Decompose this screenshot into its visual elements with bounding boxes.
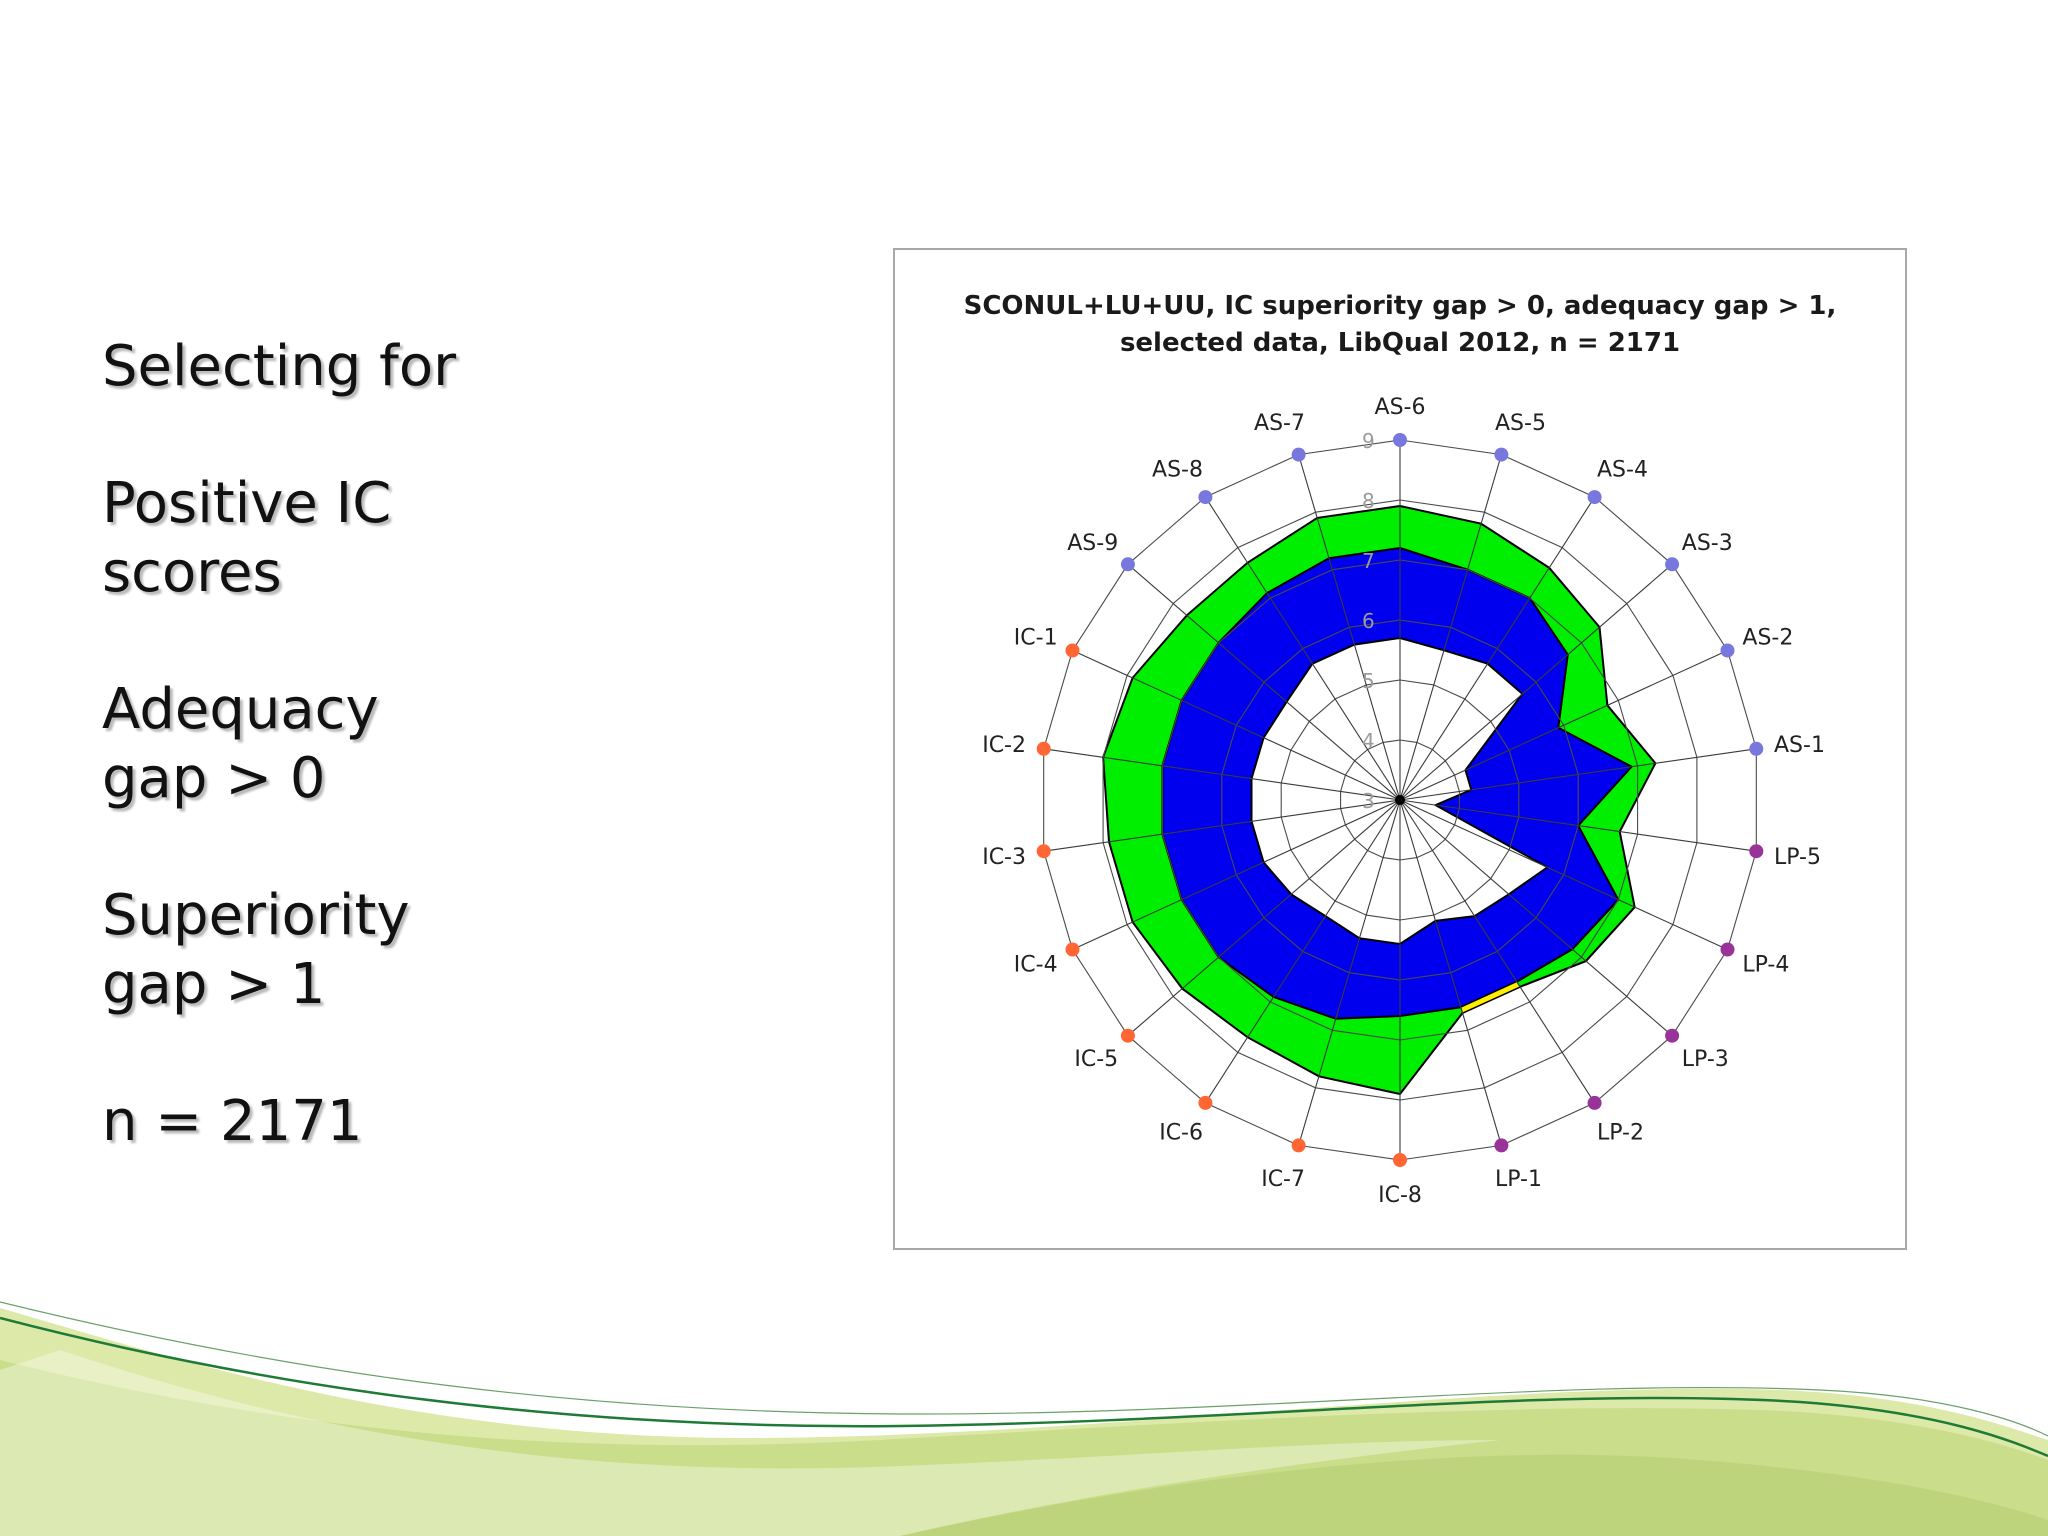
radar-chart: 3 4 5 6 7 8 9AS-6 AS-5 AS-4 AS-3 AS-2 AS-1 LP-5 LP-4 L… — [982, 395, 1825, 1208]
spoke-line — [1399, 454, 1502, 801]
spoke-line — [1298, 799, 1401, 1146]
category-label: AS-1 — [1774, 733, 1825, 758]
text-sample-size: n = 2171 — [102, 1089, 363, 1154]
category-label: AS-8 — [1152, 458, 1203, 483]
category-label: AS-2 — [1742, 625, 1793, 650]
spoke-line — [1399, 496, 1596, 801]
spoke-line — [1043, 748, 1401, 801]
category-label: IC-6 — [1159, 1121, 1203, 1146]
spoke-line — [1298, 454, 1401, 801]
bottom-swoosh-decoration — [0, 1301, 2048, 1536]
radial-tick-label: 7 — [1362, 549, 1375, 573]
spoke-line — [1127, 799, 1401, 1037]
category-label: LP-1 — [1495, 1167, 1542, 1192]
spoke-line — [1399, 799, 1728, 951]
swoosh-line-dark — [0, 1316, 2048, 1458]
spoke-line — [1072, 649, 1401, 801]
category-marker — [1198, 1095, 1213, 1110]
category-label: IC-2 — [982, 733, 1026, 758]
spoke-line — [1399, 799, 1673, 1037]
spoke-line — [1399, 799, 1757, 852]
category-marker — [1749, 741, 1764, 756]
category-marker — [1749, 844, 1764, 859]
category-marker — [1120, 1028, 1135, 1043]
category-label: AS-6 — [1375, 395, 1426, 420]
text-superiority-gap: Superiority gap > 1 — [102, 883, 410, 1017]
category-label: LP-4 — [1742, 953, 1789, 978]
category-label: AS-9 — [1067, 531, 1118, 556]
swoosh-line-thin — [0, 1301, 2048, 1437]
category-marker — [1036, 844, 1051, 859]
spoke-line — [1399, 748, 1757, 801]
text-positive-ic-scores: Positive IC scores — [102, 471, 392, 605]
category-label: IC-3 — [982, 845, 1026, 870]
category-marker — [1494, 447, 1509, 462]
category-label: IC-5 — [1074, 1047, 1118, 1072]
category-marker — [1198, 490, 1213, 505]
category-marker — [1065, 643, 1080, 658]
category-label: AS-3 — [1682, 531, 1733, 556]
category-marker — [1587, 490, 1602, 505]
spoke-line — [1399, 563, 1673, 801]
category-label: LP-3 — [1682, 1047, 1729, 1072]
category-marker — [1120, 557, 1135, 572]
center-point — [1395, 795, 1405, 805]
category-marker — [1665, 1028, 1680, 1043]
slide-text-block: Selecting for Positive IC scores Adequac… — [102, 332, 662, 1224]
category-label: AS-7 — [1254, 411, 1305, 436]
spoke-line — [1399, 799, 1596, 1104]
category-marker — [1291, 1138, 1306, 1153]
radar-chart-frame: SCONUL+LU+UU, IC superiority gap > 0, ad… — [893, 248, 1907, 1250]
category-label: LP-5 — [1774, 845, 1821, 870]
text-selecting-for: Selecting for — [102, 334, 457, 399]
swoosh-band-white — [0, 1350, 1500, 1536]
category-label: LP-2 — [1597, 1121, 1644, 1146]
chart-title-line-1: SCONUL+LU+UU, IC superiority gap > 0, ad… — [963, 291, 1837, 321]
spoke-line — [1072, 799, 1401, 951]
category-marker — [1291, 447, 1306, 462]
category-label: IC-7 — [1261, 1167, 1305, 1192]
spoke-line — [1399, 799, 1502, 1146]
category-marker — [1065, 942, 1080, 957]
category-marker — [1587, 1095, 1602, 1110]
spoke-line — [1399, 649, 1728, 801]
radial-tick-label: 4 — [1362, 729, 1375, 753]
radial-tick-label: 3 — [1362, 789, 1375, 813]
category-marker — [1720, 942, 1735, 957]
radial-tick-label: 5 — [1362, 669, 1375, 693]
category-marker — [1720, 643, 1735, 658]
category-marker — [1393, 433, 1407, 447]
radial-tick-label: 6 — [1362, 609, 1375, 633]
category-label: AS-5 — [1495, 411, 1546, 436]
category-label: AS-4 — [1597, 458, 1648, 483]
category-label: IC-8 — [1378, 1183, 1422, 1208]
spoke-line — [1204, 496, 1401, 801]
category-marker — [1665, 557, 1680, 572]
swoosh-band-lower — [900, 1454, 2048, 1536]
chart-title-line-2: selected data, LibQual 2012, n = 2171 — [1119, 328, 1681, 358]
radial-tick-label: 9 — [1362, 429, 1375, 453]
category-marker — [1393, 1153, 1407, 1167]
chart-title: SCONUL+LU+UU, IC superiority gap > 0, ad… — [895, 288, 1905, 362]
category-marker — [1494, 1138, 1509, 1153]
radial-tick-label: 8 — [1362, 489, 1375, 513]
category-label: IC-4 — [1014, 953, 1058, 978]
spoke-line — [1127, 563, 1401, 801]
category-label: IC-1 — [1014, 625, 1058, 650]
spoke-line — [1204, 799, 1401, 1104]
category-marker — [1036, 741, 1051, 756]
spoke-line — [1043, 799, 1401, 852]
text-adequacy-gap: Adequacy gap > 0 — [102, 677, 379, 811]
